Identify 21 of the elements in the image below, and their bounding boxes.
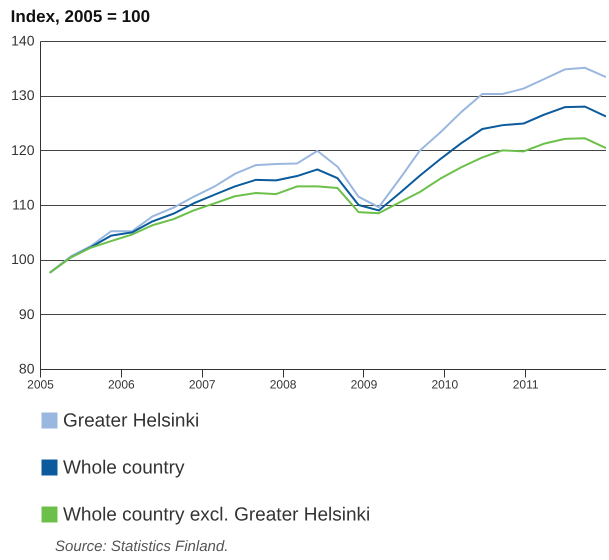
y-tick-label: 80 xyxy=(18,360,35,376)
y-tick-label: 120 xyxy=(11,142,35,158)
y-tick-label: 90 xyxy=(18,306,35,322)
x-tick-label: 2009 xyxy=(350,378,378,392)
x-tick-label: 2008 xyxy=(270,378,297,392)
legend-label: Greater Helsinki xyxy=(63,410,200,432)
line-series xyxy=(48,66,606,274)
source-note: Source: Statistics Finland. xyxy=(55,538,228,555)
x-tick-label: 2011 xyxy=(512,378,539,392)
y-tick-label: 110 xyxy=(12,196,35,212)
x-tick-label: 2005 xyxy=(27,378,54,392)
line-series xyxy=(48,137,606,274)
x-tick-label: 2006 xyxy=(108,378,136,392)
legend-label: Whole country excl. Greater Helsinki xyxy=(63,504,370,526)
x-tick-label: 2010 xyxy=(431,378,458,392)
chart-title: Index, 2005 = 100 xyxy=(10,7,150,26)
y-tick-label: 100 xyxy=(11,251,35,268)
legend-label: Whole country xyxy=(63,458,185,478)
x-tick-label: 2007 xyxy=(188,378,216,392)
y-tick-label: 130 xyxy=(11,87,35,104)
y-tick-label: 140 xyxy=(11,32,35,48)
